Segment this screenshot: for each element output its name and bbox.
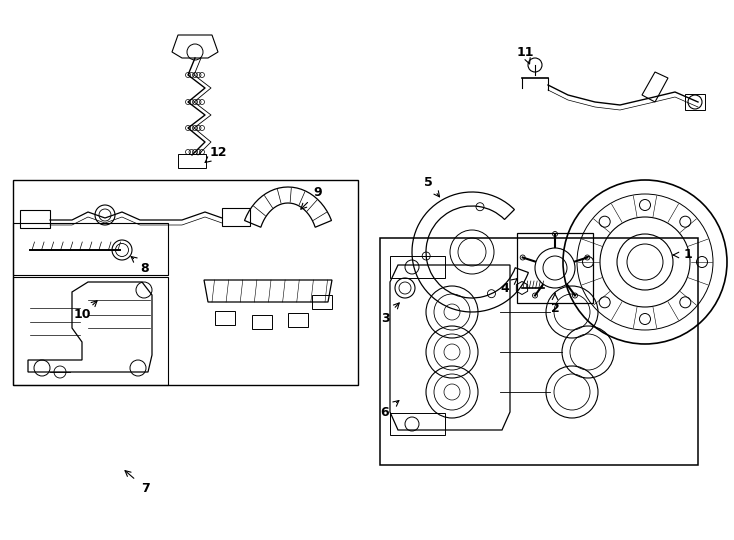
Bar	[390, 256, 445, 278]
Bar	[685, 94, 705, 110]
Text: 10: 10	[73, 308, 91, 321]
Bar	[20, 210, 50, 228]
Bar	[13, 277, 168, 385]
Bar	[13, 223, 168, 275]
Text: 7: 7	[141, 482, 150, 495]
Text: 8: 8	[141, 261, 149, 274]
Text: 9: 9	[313, 186, 322, 199]
Text: 1: 1	[683, 248, 692, 261]
Text: 5: 5	[424, 176, 432, 188]
Text: 12: 12	[209, 145, 227, 159]
Text: 4: 4	[501, 281, 509, 294]
Bar	[390, 413, 445, 435]
Bar	[13, 180, 358, 385]
Bar	[222, 208, 250, 226]
Text: 11: 11	[516, 45, 534, 58]
Bar	[178, 154, 206, 168]
Bar	[517, 233, 593, 303]
Text: 3: 3	[381, 312, 389, 325]
Text: 6: 6	[381, 406, 389, 419]
Text: 2: 2	[550, 301, 559, 314]
